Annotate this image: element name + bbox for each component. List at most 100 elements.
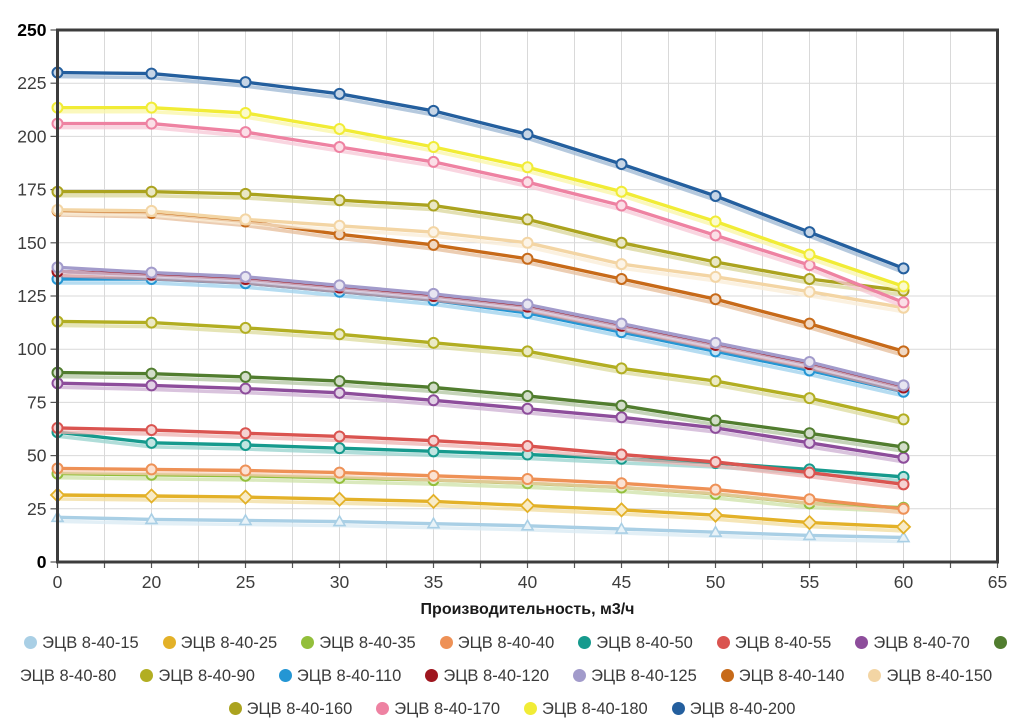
legend-item-8-40-55[interactable]: ЭЦВ 8-40-55 [716, 634, 832, 652]
data-point-marker-icon [614, 521, 629, 534]
data-point-marker-icon [427, 336, 440, 349]
legend-marker-icon [376, 702, 390, 715]
data-point-marker-icon [615, 236, 628, 249]
data-point-marker-icon [803, 493, 816, 506]
data-point-marker-icon [803, 392, 816, 405]
legend-marker-icon [301, 636, 315, 649]
svg-text:0: 0 [37, 552, 47, 572]
legend-item-label: ЭЦВ 8-40-110 [296, 667, 402, 685]
data-point-marker-icon [145, 204, 158, 217]
data-point-marker-icon [521, 440, 534, 453]
data-point-marker-icon [238, 513, 253, 526]
data-point-marker-icon [427, 155, 440, 168]
data-point-marker-icon [707, 507, 724, 523]
svg-text:55: 55 [800, 572, 819, 592]
legend-item-8-40-170[interactable]: ЭЦВ 8-40-170 [376, 700, 500, 718]
series-8-40-180 [51, 101, 910, 293]
legend-item-label: ЭЦВ 8-40-150 [886, 667, 993, 685]
legend-item-label: ЭЦВ 8-40-70 [873, 634, 970, 652]
svg-text:35: 35 [424, 572, 443, 592]
legend-item-8-40-70[interactable]: ЭЦВ 8-40-70 [855, 634, 970, 652]
legend-item-8-40-125[interactable]: ЭЦВ 8-40-125 [573, 667, 697, 685]
data-point-marker-icon [521, 345, 534, 358]
data-point-marker-icon [521, 128, 534, 141]
legend-marker-icon [855, 636, 869, 649]
data-point-marker-icon [333, 122, 346, 135]
legend-item-8-40-150[interactable]: ЭЦВ 8-40-150 [868, 667, 992, 685]
data-point-marker-icon [615, 272, 628, 285]
data-point-marker-icon [615, 185, 628, 198]
legend-item-8-40-25[interactable]: ЭЦВ 8-40-25 [162, 634, 278, 652]
legend-item-8-40-200[interactable]: ЭЦВ 8-40-200 [671, 700, 795, 718]
data-point-marker-icon [709, 455, 722, 468]
data-point-marker-icon [239, 270, 252, 283]
data-point-marker-icon [332, 514, 347, 527]
svg-text:40: 40 [518, 572, 538, 592]
data-point-marker-icon [333, 219, 346, 232]
legend-item-8-40-50[interactable]: ЭЦВ 8-40-50 [578, 634, 693, 652]
data-point-marker-icon [708, 525, 723, 538]
legend-item-8-40-180[interactable]: ЭЦВ 8-40-180 [524, 700, 648, 718]
data-point-marker-icon [239, 187, 252, 200]
data-point-marker-icon [144, 512, 159, 525]
data-point-marker-icon [521, 402, 534, 415]
legend-item-8-40-35[interactable]: ЭЦВ 8-40-35 [301, 634, 416, 652]
legend-item-label: ЭЦВ 8-40-170 [394, 700, 500, 718]
legend-item-8-40-120[interactable]: ЭЦВ 8-40-120 [425, 667, 549, 685]
svg-text:225: 225 [17, 73, 46, 93]
svg-text:125: 125 [17, 286, 46, 306]
data-point-marker-icon [615, 362, 628, 375]
data-point-marker-icon [239, 427, 252, 440]
data-point-marker-icon [521, 176, 534, 189]
data-point-marker-icon [895, 519, 912, 535]
data-point-marker-icon [803, 466, 816, 479]
data-point-marker-icon [519, 497, 536, 514]
legend-item-8-40-90[interactable]: ЭЦВ 8-40-90 [140, 667, 255, 685]
data-point-marker-icon [521, 390, 534, 403]
data-point-marker-icon [709, 375, 722, 388]
data-point-marker-icon [239, 382, 252, 395]
chart-plot-area: 0 25 50 75 100 125 150 175 200 225 250 0 20 25 30 35 40 4… [17, 20, 1008, 618]
legend-item-8-40-140[interactable]: ЭЦВ 8-40-140 [720, 667, 844, 685]
data-point-marker-icon [333, 386, 346, 399]
legend-item-label: ЭЦВ 8-40-55 [734, 634, 832, 652]
data-point-marker-icon [145, 379, 158, 392]
data-point-marker-icon [521, 236, 534, 249]
svg-text:65: 65 [988, 572, 1007, 592]
legend-item-8-40-40[interactable]: ЭЦВ 8-40-40 [439, 634, 554, 652]
data-point-marker-icon [897, 296, 910, 309]
data-point-marker-icon [145, 101, 158, 114]
data-point-marker-icon [239, 438, 252, 451]
data-point-marker-icon [802, 528, 817, 541]
legend-marker-icon [578, 636, 592, 649]
data-point-marker-icon [333, 279, 346, 292]
legend-item-label: ЭЦВ 8-40-35 [319, 634, 416, 652]
data-point-marker-icon [615, 411, 628, 424]
data-point-marker-icon [709, 255, 722, 268]
data-point-marker-icon [145, 67, 158, 80]
data-point-marker-icon [709, 483, 722, 496]
legend-item-8-40-80[interactable]: ЭЦВ 8-40-80 [20, 634, 1012, 685]
data-point-marker-icon [615, 158, 628, 171]
legend-marker-icon [524, 702, 537, 715]
legend-item-label: ЭЦВ 8-40-25 [180, 634, 278, 652]
x-axis-tick-labels: 0 20 25 30 35 40 45 50 55 60 65 [53, 572, 1008, 592]
legend-marker-icon [24, 636, 38, 649]
legend-item-8-40-110[interactable]: ЭЦВ 8-40-110 [278, 667, 402, 685]
series-8-40-70 [51, 377, 910, 464]
data-point-marker-icon [427, 226, 440, 239]
data-point-marker-icon [239, 321, 252, 334]
data-point-marker-icon [145, 266, 158, 279]
legend-item-8-40-160[interactable]: ЭЦВ 8-40-160 [228, 700, 352, 718]
legend-marker-icon [573, 669, 587, 682]
data-point-marker-icon [145, 117, 158, 130]
data-point-marker-icon [333, 141, 346, 154]
data-point-marker-icon [801, 514, 818, 531]
series-8-40-25 [49, 487, 912, 535]
data-point-marker-icon [521, 161, 534, 174]
y-axis-tick-labels: 0 25 50 75 100 125 150 175 200 225 250 [17, 20, 46, 572]
legend-item-label: ЭЦВ 8-40-90 [158, 667, 255, 685]
svg-text:50: 50 [27, 446, 47, 466]
legend-item-8-40-15[interactable]: ЭЦВ 8-40-15 [24, 634, 139, 652]
